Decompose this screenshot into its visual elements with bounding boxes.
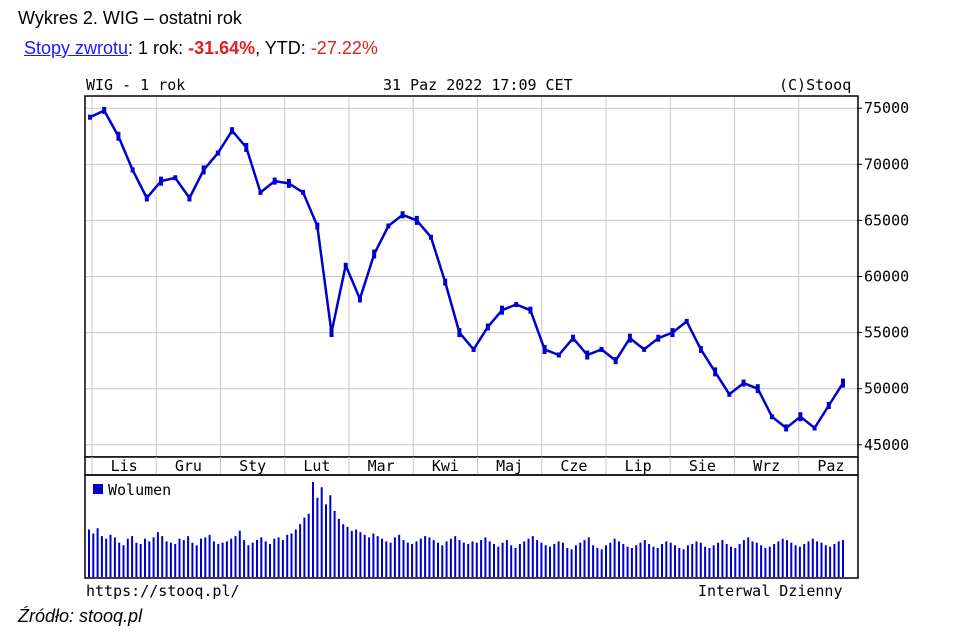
month-label: Wrz [753,457,780,475]
price-candle [116,131,121,141]
price-candle [727,391,732,397]
price-candle [201,165,206,175]
price-candle [272,177,277,185]
price-candle [556,352,561,358]
y-tick-label: 45000 [864,436,909,454]
price-candle [457,328,462,338]
price-candle [471,346,476,352]
volume-plot-frame [84,474,859,579]
price-candle [798,412,803,422]
y-tick-label: 70000 [864,155,909,173]
price-candle [670,328,675,338]
price-candle [329,328,334,338]
price-candle [627,333,632,343]
price-candle [500,305,505,315]
price-candle [826,402,831,410]
price-candle [173,175,178,181]
price-candle [656,334,661,342]
one-year-label: : 1 rok: [128,38,189,58]
price-candle [414,215,419,225]
chart-header-center: 31 Paz 2022 17:09 CET [383,76,573,94]
price-candle [698,345,703,353]
price-candle [784,424,789,432]
month-label: Lut [303,457,330,475]
y-tick-label: 75000 [864,99,909,117]
price-candle [386,223,391,229]
chart-header-right: (C)Stooq [779,76,851,94]
price-candle [102,106,107,114]
price-candle [244,142,249,152]
price-candle [343,262,348,268]
chart-header-left: WIG - 1 rok [86,76,185,94]
volume-legend-swatch [93,484,103,494]
price-candle [187,194,192,202]
price-candle [841,378,845,388]
price-candle [713,367,718,377]
price-candle [585,350,590,360]
month-label: Lip [625,457,652,475]
y-tick-label: 60000 [864,268,909,286]
y-tick-label: 55000 [864,324,909,342]
price-candle [372,249,377,259]
price-candle [215,150,220,156]
price-candle [571,334,576,342]
price-candle [812,425,817,431]
price-candle [741,379,746,387]
price-candle [684,318,689,324]
figure-caption: Wykres 2. WIG – ostatni rok [18,8,242,28]
price-candle [301,189,306,195]
price-grid [86,97,857,456]
price-candle [88,114,92,120]
price-candle [130,167,135,173]
price-candle [144,194,149,202]
y-tick-label: 50000 [864,380,909,398]
price-candle [258,189,263,195]
returns-summary: Stopy zwrotu: 1 rok: -31.64%, YTD: -27.2… [24,38,378,59]
ytd-label: , YTD: [255,38,311,58]
price-candle [357,295,362,303]
month-label: Paz [817,457,844,475]
month-label: Kwi [432,457,459,475]
returns-link[interactable]: Stopy zwrotu [24,38,129,58]
chart-footer-left: https://stooq.pl/ [86,582,240,600]
price-candle [755,384,760,394]
price-candle [599,346,604,352]
price-series [88,106,845,432]
y-tick-label: 65000 [864,211,909,229]
one-year-return: -31.64% [188,38,256,58]
price-candle [443,278,448,286]
price-candle [286,178,291,188]
price-candle [230,127,235,135]
month-label: Sty [239,457,266,475]
month-axis: Lis Gru Sty Lut Mar Kwi Maj Cze Lip Sie Wrz Paz [91,457,844,475]
month-label: Cze [560,457,587,475]
price-line [89,109,845,430]
month-label: Mar [368,457,395,475]
price-candle [400,211,405,219]
price-candle [613,357,618,365]
wig-chart: WIG - 1 rok 31 Paz 2022 17:09 CET (C)Sto… [84,76,909,600]
month-label: Gru [175,457,202,475]
price-candle [485,323,490,331]
price-candle [542,344,547,354]
month-label: Sie [689,457,716,475]
price-y-axis: 45000 50000 55000 60000 65000 70000 75000 [857,99,909,454]
volume-bars [88,482,844,577]
ytd-return: -27.22% [310,38,378,58]
month-label: Lis [111,457,138,475]
source-note: Źródło: stooq.pl [18,606,143,626]
volume-legend-label: Wolumen [108,481,171,499]
price-candle [315,222,320,230]
price-candle [428,234,433,240]
price-candle [642,346,647,352]
price-candle [528,306,533,314]
chart-footer-right: Interwal Dzienny [698,582,843,600]
price-candle [514,302,519,308]
price-candle [159,176,164,186]
month-label: Maj [496,457,523,475]
price-candle [769,414,774,420]
